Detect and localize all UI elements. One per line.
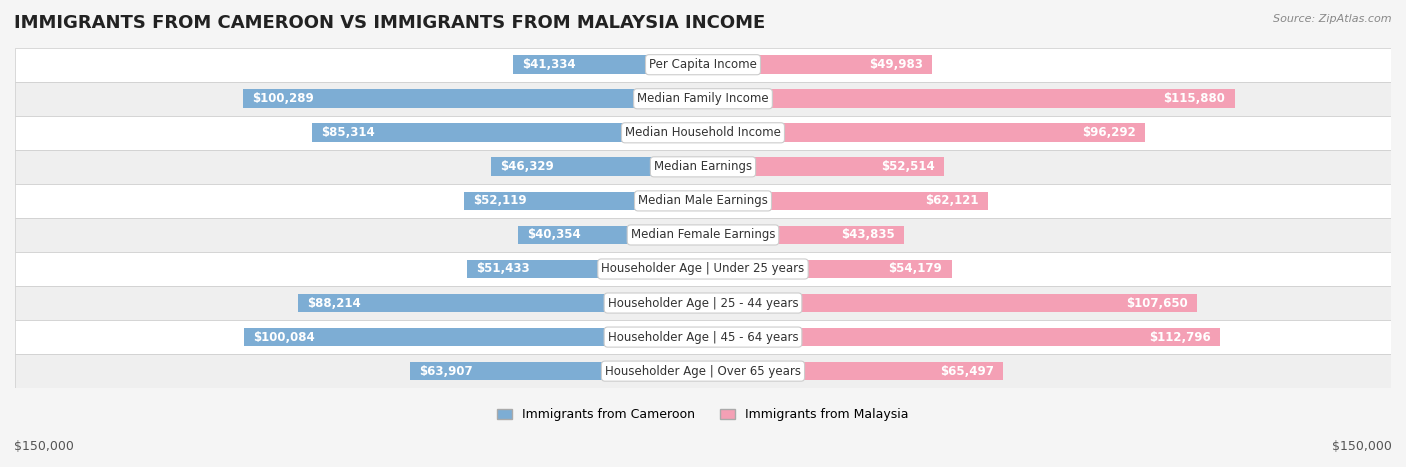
Bar — [513, 56, 703, 74]
Text: Householder Age | 25 - 44 years: Householder Age | 25 - 44 years — [607, 297, 799, 310]
Text: $41,334: $41,334 — [523, 58, 576, 71]
Text: $107,650: $107,650 — [1126, 297, 1188, 310]
FancyBboxPatch shape — [15, 184, 1391, 218]
Legend: Immigrants from Cameroon, Immigrants from Malaysia: Immigrants from Cameroon, Immigrants fro… — [492, 403, 914, 426]
Text: IMMIGRANTS FROM CAMEROON VS IMMIGRANTS FROM MALAYSIA INCOME: IMMIGRANTS FROM CAMEROON VS IMMIGRANTS F… — [14, 14, 765, 32]
Text: $62,121: $62,121 — [925, 194, 979, 207]
FancyBboxPatch shape — [15, 252, 1391, 286]
Bar — [703, 362, 1004, 381]
Bar — [491, 157, 703, 176]
Text: $150,000: $150,000 — [14, 440, 75, 453]
Text: $85,314: $85,314 — [321, 126, 374, 139]
Bar — [703, 260, 952, 278]
Text: $52,514: $52,514 — [882, 160, 935, 173]
Bar — [464, 191, 703, 210]
Bar — [298, 294, 703, 312]
Text: Per Capita Income: Per Capita Income — [650, 58, 756, 71]
Text: $52,119: $52,119 — [474, 194, 527, 207]
Bar — [703, 226, 904, 244]
Text: $115,880: $115,880 — [1163, 92, 1226, 105]
Text: Householder Age | Under 25 years: Householder Age | Under 25 years — [602, 262, 804, 276]
FancyBboxPatch shape — [15, 286, 1391, 320]
Text: $100,289: $100,289 — [252, 92, 314, 105]
Text: Householder Age | 45 - 64 years: Householder Age | 45 - 64 years — [607, 331, 799, 344]
Bar — [703, 89, 1234, 108]
Text: $112,796: $112,796 — [1150, 331, 1211, 344]
Text: Householder Age | Over 65 years: Householder Age | Over 65 years — [605, 365, 801, 378]
Bar — [703, 191, 988, 210]
Text: $65,497: $65,497 — [941, 365, 994, 378]
FancyBboxPatch shape — [15, 218, 1391, 252]
FancyBboxPatch shape — [15, 82, 1391, 116]
Text: $54,179: $54,179 — [889, 262, 942, 276]
Text: Source: ZipAtlas.com: Source: ZipAtlas.com — [1274, 14, 1392, 24]
FancyBboxPatch shape — [15, 320, 1391, 354]
Text: Median Earnings: Median Earnings — [654, 160, 752, 173]
Text: $43,835: $43,835 — [841, 228, 894, 241]
Text: $96,292: $96,292 — [1081, 126, 1136, 139]
Text: $88,214: $88,214 — [308, 297, 361, 310]
Bar — [312, 123, 703, 142]
Bar — [703, 328, 1220, 347]
Text: $100,084: $100,084 — [253, 331, 315, 344]
FancyBboxPatch shape — [15, 48, 1391, 82]
Bar — [411, 362, 703, 381]
Bar — [703, 294, 1197, 312]
Text: $40,354: $40,354 — [527, 228, 581, 241]
Text: $150,000: $150,000 — [1331, 440, 1392, 453]
Bar — [243, 89, 703, 108]
Text: Median Male Earnings: Median Male Earnings — [638, 194, 768, 207]
Text: $46,329: $46,329 — [499, 160, 554, 173]
Text: Median Household Income: Median Household Income — [626, 126, 780, 139]
FancyBboxPatch shape — [15, 150, 1391, 184]
Text: $63,907: $63,907 — [419, 365, 472, 378]
Bar — [703, 123, 1144, 142]
Bar — [245, 328, 703, 347]
Bar — [467, 260, 703, 278]
Text: Median Female Earnings: Median Female Earnings — [631, 228, 775, 241]
Text: $49,983: $49,983 — [869, 58, 924, 71]
Bar — [517, 226, 703, 244]
Text: Median Family Income: Median Family Income — [637, 92, 769, 105]
Bar — [703, 56, 932, 74]
FancyBboxPatch shape — [15, 116, 1391, 150]
FancyBboxPatch shape — [15, 354, 1391, 388]
Bar — [703, 157, 943, 176]
Text: $51,433: $51,433 — [477, 262, 530, 276]
